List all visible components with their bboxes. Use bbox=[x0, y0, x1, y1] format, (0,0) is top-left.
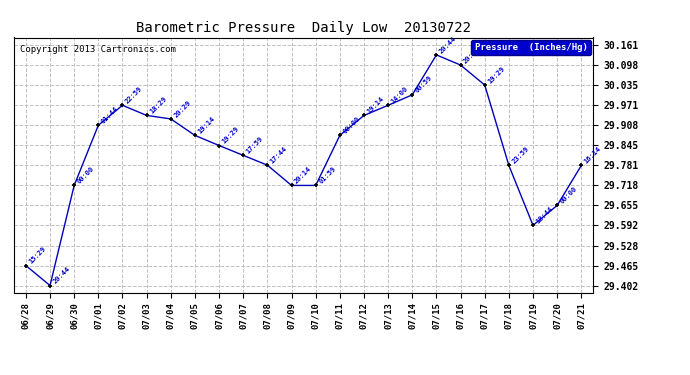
Point bbox=[189, 132, 200, 138]
Point bbox=[382, 102, 393, 108]
Point bbox=[334, 132, 345, 138]
Point bbox=[504, 162, 515, 168]
Text: Copyright 2013 Cartronics.com: Copyright 2013 Cartronics.com bbox=[19, 45, 175, 54]
Text: 20:44: 20:44 bbox=[438, 35, 457, 54]
Point bbox=[406, 92, 417, 98]
Point bbox=[575, 162, 586, 168]
Text: 20:14: 20:14 bbox=[462, 45, 482, 64]
Text: 19:29: 19:29 bbox=[486, 65, 506, 84]
Text: 19:14: 19:14 bbox=[366, 96, 385, 115]
Text: 19:29: 19:29 bbox=[221, 126, 240, 145]
Point bbox=[117, 102, 128, 108]
Point bbox=[21, 262, 32, 268]
Text: 00:00: 00:00 bbox=[76, 165, 95, 185]
Text: 16:14: 16:14 bbox=[583, 146, 602, 165]
Point bbox=[44, 282, 55, 288]
Text: 20:44: 20:44 bbox=[52, 266, 71, 285]
Text: 18:29: 18:29 bbox=[148, 96, 168, 115]
Title: Barometric Pressure  Daily Low  20130722: Barometric Pressure Daily Low 20130722 bbox=[136, 21, 471, 35]
Point bbox=[92, 122, 104, 128]
Point bbox=[262, 162, 273, 168]
Text: 01:59: 01:59 bbox=[317, 165, 337, 185]
Point bbox=[214, 142, 225, 148]
Text: 00:00: 00:00 bbox=[559, 186, 578, 205]
Text: 17:44: 17:44 bbox=[269, 145, 288, 165]
Text: 01:44: 01:44 bbox=[100, 105, 119, 125]
Text: 17:59: 17:59 bbox=[245, 135, 264, 155]
Point bbox=[527, 222, 538, 228]
Text: 14:00: 14:00 bbox=[390, 86, 409, 105]
Text: 20:14: 20:14 bbox=[293, 165, 313, 185]
Text: 23:59: 23:59 bbox=[511, 146, 530, 165]
Point bbox=[69, 182, 79, 188]
Text: 00:00: 00:00 bbox=[342, 116, 361, 135]
Text: 19:14: 19:14 bbox=[197, 116, 216, 135]
Point bbox=[479, 82, 490, 88]
Point bbox=[165, 116, 176, 122]
Text: 18:44: 18:44 bbox=[535, 206, 554, 225]
Text: 20:29: 20:29 bbox=[172, 99, 192, 118]
Text: 22:59: 22:59 bbox=[124, 86, 144, 105]
Point bbox=[359, 112, 370, 118]
Point bbox=[286, 182, 297, 188]
Text: 15:29: 15:29 bbox=[28, 246, 47, 265]
Point bbox=[552, 202, 563, 208]
Point bbox=[455, 62, 466, 68]
Point bbox=[431, 52, 442, 58]
Point bbox=[141, 112, 152, 118]
Point bbox=[237, 152, 248, 158]
Text: 00:59: 00:59 bbox=[414, 75, 433, 94]
Point bbox=[310, 182, 321, 188]
Legend: Pressure  (Inches/Hg): Pressure (Inches/Hg) bbox=[471, 40, 591, 55]
